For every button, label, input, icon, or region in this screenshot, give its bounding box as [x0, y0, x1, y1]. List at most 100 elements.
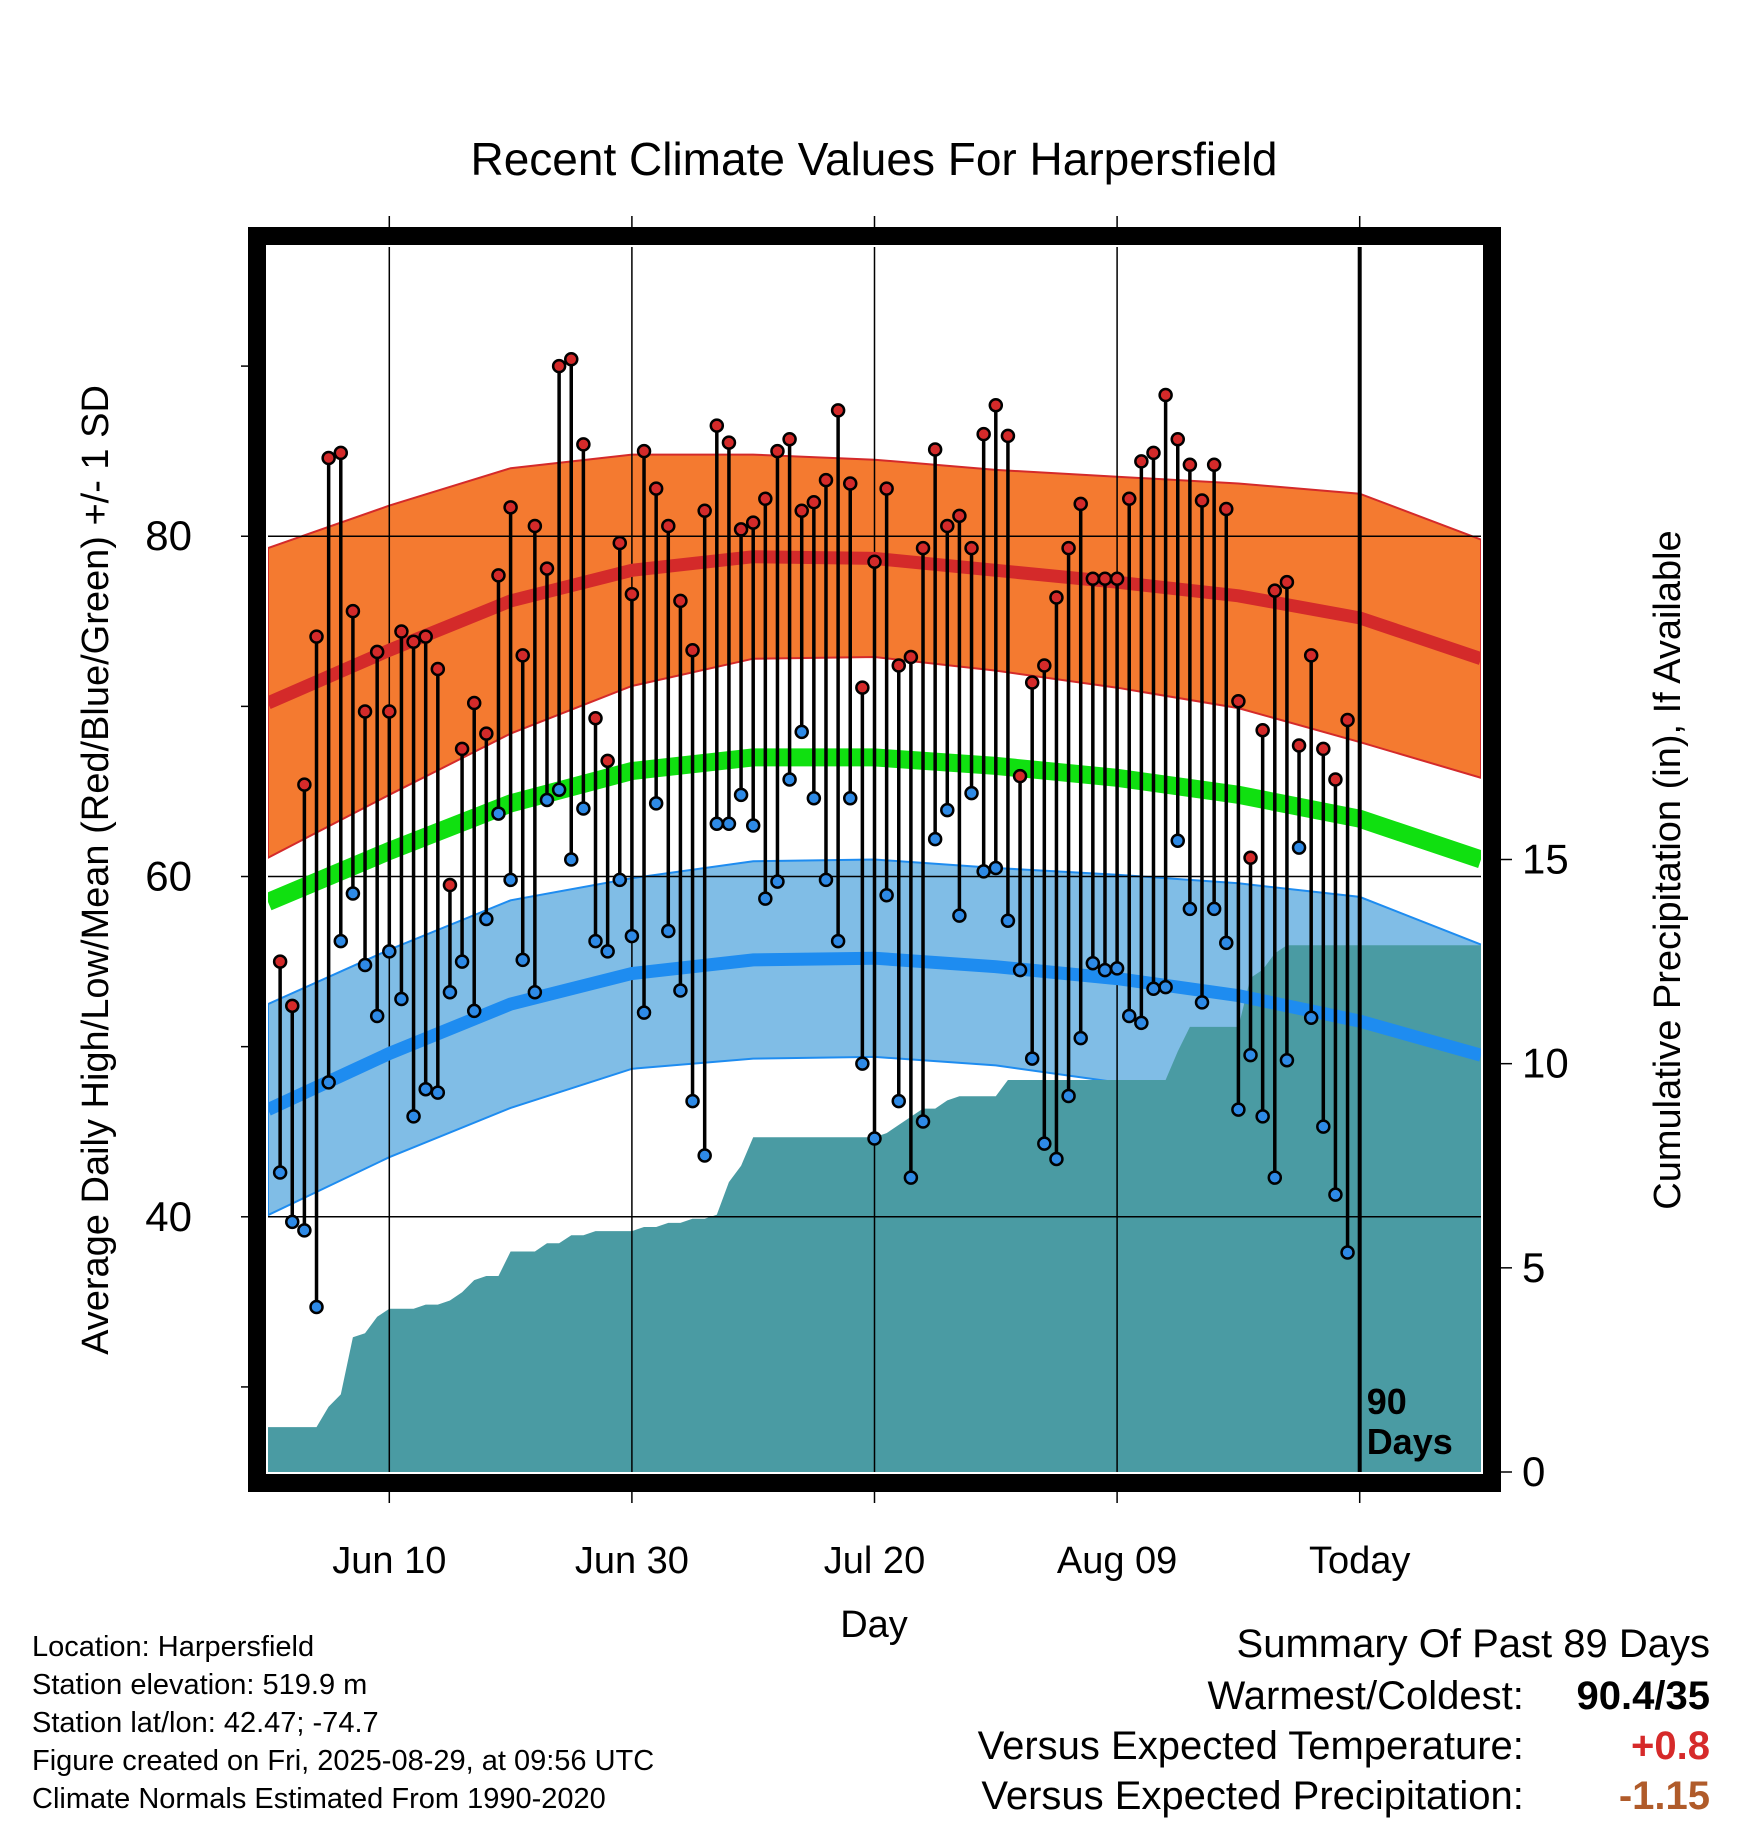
daily-high-point: [770, 443, 785, 459]
daily-low-point: [1303, 1010, 1319, 1025]
daily-low-point: [818, 872, 834, 888]
y2-tick-label: 15: [1522, 836, 1569, 883]
daily-high-point: [1206, 457, 1222, 473]
daily-high-point: [491, 568, 506, 583]
daily-low-point: [770, 874, 785, 889]
daily-high-point: [527, 518, 543, 534]
daily-high-point: [1291, 738, 1307, 753]
daily-high-point: [1328, 772, 1343, 787]
daily-high-point: [806, 494, 822, 510]
daily-low-point: [1291, 840, 1307, 855]
daily-low-point: [612, 872, 628, 888]
daily-high-point: [673, 593, 688, 609]
daily-high-point: [382, 704, 397, 719]
daily-high-point: [733, 522, 749, 537]
daily-low-point: [1097, 962, 1113, 978]
summary-warmest-coldest: Warmest/Coldest: 90.4/35: [1208, 1674, 1711, 1719]
daily-low-point: [964, 785, 979, 801]
daily-low-point: [309, 1299, 324, 1315]
daily-high-point: [285, 998, 300, 1014]
daily-high-point: [976, 426, 991, 442]
daily-low-point: [430, 1085, 446, 1100]
daily-low-point: [1194, 995, 1210, 1010]
daily-low-point: [1146, 981, 1161, 997]
warmest-coldest-value: 90.4/35: [1576, 1674, 1710, 1718]
daily-high-point: [927, 442, 943, 457]
y2-tick-label: 10: [1522, 1040, 1569, 1087]
daily-low-point: [1061, 1088, 1076, 1104]
daily-low-point: [454, 954, 470, 969]
daily-high-point: [758, 491, 773, 507]
daily-high-point: [842, 476, 858, 491]
daily-high-point: [1158, 387, 1173, 403]
daily-low-point: [685, 1093, 700, 1109]
y-tick-label: 60: [145, 853, 192, 900]
daily-low-point: [1170, 833, 1185, 849]
daily-high-point: [600, 753, 615, 769]
daily-low-point: [1328, 1187, 1343, 1202]
x-tick-label: Jul 20: [824, 1540, 925, 1582]
x-tick-label: Aug 09: [1057, 1540, 1177, 1582]
temp-value: +0.8: [1631, 1724, 1710, 1768]
daily-low-point: [867, 1131, 882, 1146]
daily-low-point: [527, 984, 543, 1000]
daily-low-point: [515, 952, 530, 968]
info-latlon: Station lat/lon: 42.47; -74.7: [32, 1707, 379, 1739]
today-marker-label: 90: [1367, 1381, 1407, 1422]
daily-low-point: [940, 802, 955, 818]
daily-high-point: [879, 481, 894, 496]
info-elevation: Station elevation: 519.9 m: [32, 1669, 368, 1701]
daily-high-point: [1109, 571, 1125, 587]
daily-low-point: [1340, 1245, 1355, 1260]
daily-high-point: [1000, 428, 1016, 444]
daily-high-point: [1303, 648, 1319, 663]
daily-low-point: [855, 1056, 870, 1071]
daily-low-point: [588, 933, 603, 949]
precip-label: Versus Expected Precipitation:: [981, 1774, 1524, 1818]
daily-high-point: [272, 954, 288, 969]
daily-low-point: [564, 852, 579, 867]
daily-high-point: [466, 695, 482, 711]
daily-high-point: [479, 726, 494, 741]
x-tick-label: Today: [1309, 1540, 1410, 1582]
daily-low-point: [1255, 1109, 1270, 1124]
daily-low-point: [1121, 1008, 1137, 1024]
daily-high-point: [1243, 850, 1258, 866]
daily-low-point: [357, 957, 373, 973]
daily-low-point: [369, 1008, 385, 1024]
daily-high-point: [940, 518, 955, 534]
daily-low-point: [903, 1170, 919, 1185]
daily-low-point: [1243, 1047, 1258, 1063]
daily-low-point: [333, 933, 349, 949]
daily-low-point: [1219, 935, 1234, 951]
daily-high-point: [988, 397, 1004, 413]
daily-high-point: [964, 540, 979, 556]
daily-high-point: [357, 704, 373, 719]
daily-high-point: [903, 649, 919, 665]
daily-high-point: [418, 629, 433, 644]
daily-low-point: [285, 1214, 300, 1230]
daily-low-point: [1109, 961, 1125, 976]
daily-high-point: [1279, 574, 1295, 590]
daily-high-point: [442, 877, 458, 893]
daily-high-point: [1316, 741, 1331, 757]
y2-tick-label: 5: [1522, 1244, 1545, 1291]
daily-low-point: [927, 831, 943, 847]
daily-low-point: [1134, 1015, 1149, 1031]
daily-high-point: [661, 518, 676, 534]
daily-low-point: [952, 908, 967, 923]
daily-high-point: [1170, 432, 1185, 447]
daily-low-point: [673, 983, 688, 998]
daily-high-point: [782, 432, 797, 447]
daily-low-point: [491, 806, 506, 821]
daily-high-point: [1219, 501, 1234, 517]
daily-low-point: [806, 791, 822, 806]
daily-high-point: [1097, 571, 1113, 587]
daily-high-point: [1121, 491, 1137, 507]
daily-low-point: [1158, 979, 1173, 995]
daily-high-point: [915, 540, 931, 556]
daily-low-point: [1316, 1119, 1331, 1134]
daily-high-point: [697, 503, 712, 518]
daily-low-point: [624, 928, 640, 944]
